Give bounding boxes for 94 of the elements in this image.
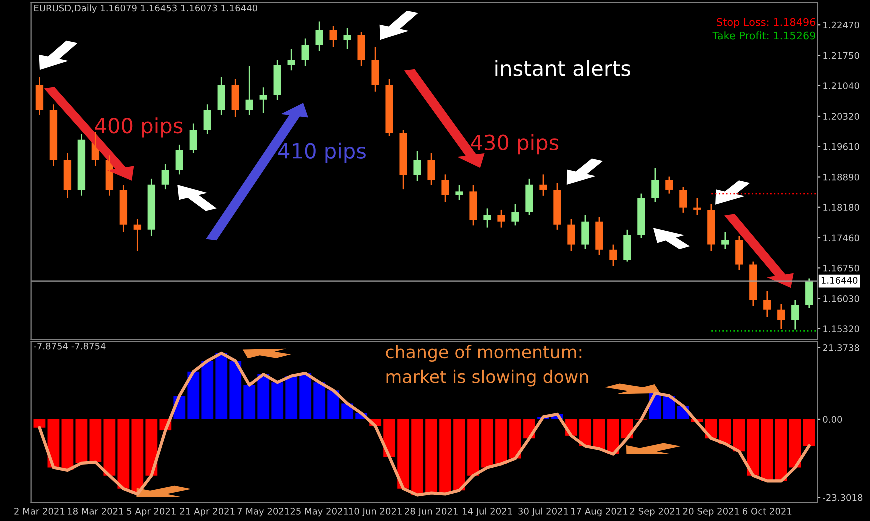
y-tick-label: 1.15320: [824, 326, 860, 333]
y-tick-label: -23.3018: [823, 494, 863, 502]
x-tick-label: 14 Jul 2021: [462, 508, 512, 517]
bar: [230, 361, 242, 420]
bar: [398, 419, 410, 489]
bar: [146, 419, 158, 476]
bar: [202, 361, 214, 420]
bar: [496, 419, 508, 464]
annotation: instant alerts: [496, 60, 630, 76]
x-tick-label: 5 Apr 2021: [127, 508, 176, 517]
candlestick: [666, 176, 674, 195]
annotation: 410 pips: [278, 142, 366, 164]
y-tick-label: 1.19610: [824, 143, 860, 150]
bar: [300, 374, 312, 420]
candlestick: [568, 218, 576, 252]
y-tick-label: 1.18180: [824, 204, 860, 211]
candlestick: [680, 186, 688, 214]
y-tick-label: 1.18890: [824, 174, 860, 181]
bar: [272, 382, 284, 420]
x-tick-label: 17 Aug 2021: [572, 508, 628, 517]
chart-title: EURUSD,Daily 1.16079 1.16453 1.16073 1.16440: [34, 4, 258, 14]
bar: [608, 419, 620, 454]
y-tick-label: 1.22470: [824, 22, 860, 29]
bar: [803, 419, 816, 446]
bar: [412, 419, 424, 496]
candlestick: [554, 182, 562, 231]
candlestick: [624, 229, 632, 262]
bar: [761, 419, 774, 482]
bar: [132, 419, 144, 494]
candlestick: [470, 184, 478, 226]
x-tick-label: 20 Sep 2021: [683, 508, 740, 517]
bar: [216, 353, 228, 420]
bar: [76, 419, 88, 464]
bar: [286, 376, 298, 420]
candlestick: [582, 214, 590, 250]
bar: [188, 372, 200, 420]
candlestick: [596, 216, 604, 256]
x-tick-label: 10 Jun 2021: [349, 508, 402, 517]
bar: [384, 419, 396, 458]
candlestick: [652, 168, 660, 204]
bar: [719, 419, 732, 444]
x-tick-label: 28 Jun 2021: [405, 508, 458, 517]
bar: [34, 419, 46, 428]
bar: [104, 419, 116, 476]
x-tick-label: 30 Jul 2021: [518, 508, 568, 517]
bar: [789, 419, 802, 468]
x-tick-label: 2 Sep 2021: [630, 508, 680, 517]
y-tick-label: 1.20320: [824, 113, 860, 120]
bar: [328, 390, 340, 420]
y-tick-label: 1.21750: [824, 52, 860, 60]
bar: [62, 419, 74, 470]
y-tick-label: 1.16030: [824, 296, 860, 302]
bar: [314, 382, 326, 420]
bar: [118, 419, 130, 489]
bar: [454, 419, 466, 491]
y-tick-label: 0.00: [823, 416, 842, 424]
bar: [733, 419, 746, 452]
x-tick-label: 7 May 2021: [238, 508, 290, 517]
bar: [258, 374, 270, 420]
annotation: 400 pips: [95, 118, 183, 138]
ref-line-label: Stop Loss: 1.18496: [717, 18, 816, 28]
annotation: change of momentum: market is slowing down: [386, 345, 588, 387]
bar: [580, 419, 592, 446]
annotation: 430 pips: [471, 134, 559, 155]
chart-title: -7.8754 -7.8754: [34, 342, 106, 350]
x-tick-label: 18 Mar 2021: [68, 508, 124, 515]
bar: [90, 419, 102, 462]
bar: [594, 419, 606, 449]
bar: [747, 419, 760, 476]
bar: [482, 419, 494, 468]
x-tick-label: 25 May 2021: [290, 508, 348, 517]
bar: [510, 419, 522, 459]
x-tick-label: 2 Mar 2021: [14, 508, 65, 515]
y-tick-label: 21.3738: [823, 344, 860, 352]
x-tick-label: 21 Apr 2021: [180, 508, 235, 517]
ref-line-label: 1.16440: [822, 277, 858, 284]
candlestick: [498, 209, 506, 229]
bar: [426, 419, 438, 494]
ref-line-label: Take Profit: 1.15269: [712, 32, 816, 40]
y-tick-label: 1.21040: [824, 82, 860, 90]
candlestick: [722, 231, 730, 250]
candlestick: [526, 178, 534, 216]
bar: [244, 385, 256, 420]
candlestick: [442, 174, 450, 204]
candlestick: [512, 204, 520, 226]
candlestick: [638, 193, 646, 240]
bar: [440, 419, 452, 494]
x-tick-label: 6 Oct 2021: [743, 508, 792, 515]
bar: [664, 396, 676, 420]
bar: [775, 419, 788, 482]
bar: [468, 419, 480, 476]
y-tick-label: 1.17460: [824, 234, 860, 242]
candlestick: [456, 184, 464, 201]
y-tick-label: 1.16750: [824, 264, 860, 272]
